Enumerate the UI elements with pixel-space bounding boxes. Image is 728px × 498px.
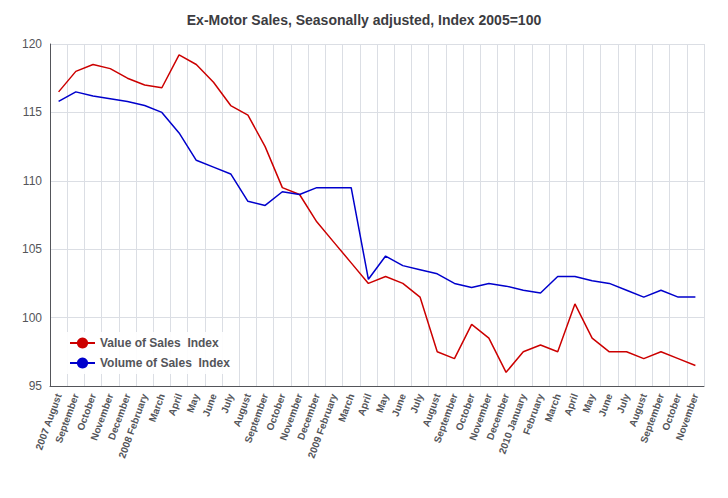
svg-text:September: September (432, 392, 460, 444)
svg-text:September: September (242, 392, 270, 444)
svg-text:July: July (408, 392, 425, 415)
svg-text:2009 February: 2009 February (306, 392, 340, 460)
svg-text:120: 120 (22, 37, 42, 51)
svg-text:September: September (638, 392, 666, 444)
svg-text:August: August (231, 392, 254, 429)
svg-text:June: June (200, 392, 218, 418)
svg-text:August: August (626, 392, 649, 429)
svg-text:Volume of Sales Index: Volume of Sales Index (100, 356, 230, 370)
svg-text:May: May (184, 392, 201, 414)
svg-text:November: November (277, 392, 305, 442)
svg-text:October: October (659, 392, 684, 432)
svg-text:April: April (166, 392, 184, 417)
svg-text:November: November (467, 392, 494, 442)
svg-text:June: June (390, 392, 408, 418)
svg-text:2008 February: 2008 February (116, 392, 150, 460)
svg-text:95: 95 (29, 379, 43, 393)
svg-text:March: March (542, 392, 562, 423)
svg-text:Value of Sales Index: Value of Sales Index (100, 336, 219, 350)
svg-text:October: October (453, 392, 477, 432)
svg-text:October: October (264, 392, 288, 432)
svg-text:July: July (219, 392, 236, 415)
svg-text:October: October (74, 392, 99, 432)
svg-text:110: 110 (23, 174, 42, 188)
svg-text:105: 105 (22, 242, 42, 256)
svg-text:Ex-Motor Sales, Seasonally adj: Ex-Motor Sales, Seasonally adjusted, Ind… (187, 12, 542, 28)
svg-text:March: March (336, 392, 356, 423)
svg-text:April: April (355, 392, 373, 417)
svg-text:July: July (615, 392, 632, 415)
svg-text:2007 August: 2007 August (33, 392, 64, 452)
svg-text:115: 115 (23, 105, 42, 119)
svg-text:2010 January: 2010 January (496, 392, 529, 456)
svg-text:May: May (374, 392, 391, 414)
svg-text:December: December (105, 392, 133, 442)
svg-text:December: December (295, 392, 322, 442)
svg-text:100: 100 (22, 311, 42, 325)
svg-text:March: March (147, 392, 167, 423)
svg-text:May: May (580, 392, 597, 414)
svg-text:September: September (53, 392, 81, 444)
svg-text:November: November (88, 392, 116, 442)
svg-text:November: November (674, 392, 701, 442)
svg-text:April: April (562, 392, 580, 417)
svg-text:August: August (420, 392, 443, 429)
svg-text:December: December (484, 392, 512, 442)
svg-text:February: February (521, 392, 546, 436)
svg-text:June: June (596, 392, 614, 418)
